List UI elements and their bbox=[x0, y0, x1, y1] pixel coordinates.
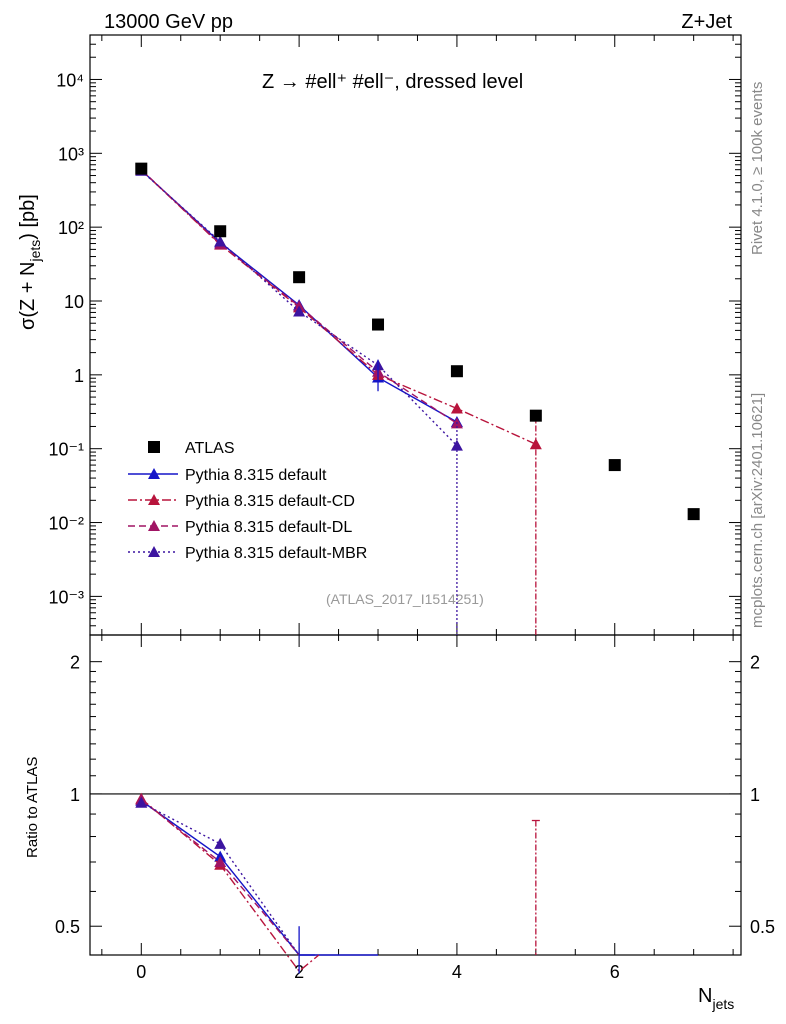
atlas-marker bbox=[214, 225, 227, 238]
atlas-marker bbox=[135, 162, 148, 175]
mc-line bbox=[140, 169, 458, 423]
legend-marker bbox=[148, 468, 160, 479]
ratio-tick-label-right: 0.5 bbox=[750, 917, 775, 937]
mc-line bbox=[140, 169, 537, 445]
analysis-tag: (ATLAS_2017_I1514251) bbox=[326, 591, 484, 607]
main-y-tick-labels: 10⁻³ 10⁻² 10⁻¹ 1 10 10² 10³ 10⁴ bbox=[48, 70, 84, 607]
legend-label: Pythia 8.315 default-CD bbox=[185, 493, 355, 510]
atlas-marker bbox=[372, 318, 385, 331]
rivet-version-label: Rivet 4.1.0, ≥ 100k events bbox=[749, 82, 766, 255]
ratio-line bbox=[140, 802, 300, 956]
legend-marker bbox=[148, 494, 160, 505]
x-tick-label: 4 bbox=[452, 962, 462, 982]
mc-marker bbox=[450, 439, 463, 451]
ratio-tick-label-right: 2 bbox=[750, 653, 760, 673]
x-label-main: N bbox=[698, 985, 712, 1007]
legend-label: Pythia 8.315 default bbox=[185, 467, 327, 484]
atlas-marker bbox=[687, 508, 700, 521]
mc-marker bbox=[214, 235, 227, 247]
ratio-tick-label-left: 2 bbox=[70, 653, 80, 673]
plot-title: Z → #ell⁺ #ell⁻, dressed level bbox=[262, 71, 523, 93]
ratio-marker bbox=[214, 856, 227, 868]
x-ticks bbox=[101, 35, 734, 955]
y-tick-label: 10² bbox=[58, 218, 84, 238]
mc-line bbox=[140, 169, 458, 424]
y-tick-label: 10³ bbox=[58, 144, 84, 164]
y-label-sub: jets bbox=[27, 240, 43, 263]
atlas-marker bbox=[293, 271, 306, 284]
mc-marker bbox=[529, 438, 542, 450]
ratio-y-axis-label: Ratio to ATLAS bbox=[24, 757, 41, 858]
ratio-tick-label-left: 0.5 bbox=[55, 917, 80, 937]
legend-label: Pythia 8.315 default-DL bbox=[185, 519, 352, 536]
x-axis-label: Njets bbox=[698, 985, 734, 1012]
main-y-ticks bbox=[90, 34, 741, 636]
y-label-main: σ(Z + N bbox=[17, 262, 39, 330]
mc-marker bbox=[293, 305, 306, 317]
legend-marker bbox=[148, 441, 160, 453]
ratio-tick-label-right: 1 bbox=[750, 785, 760, 805]
x-tick-label: 6 bbox=[610, 962, 620, 982]
x-tick-label: 0 bbox=[136, 962, 146, 982]
ratio-line bbox=[140, 800, 379, 956]
legend-marker bbox=[148, 520, 160, 531]
ratio-marker bbox=[135, 796, 148, 808]
mcplots-label: mcplots.cern.ch [arXiv:2401.10621] bbox=[749, 393, 766, 628]
atlas-marker bbox=[529, 409, 542, 422]
y-tick-label: 10⁴ bbox=[56, 70, 84, 90]
y-tick-label: 10 bbox=[64, 292, 84, 312]
ratio-tick-label-left: 1 bbox=[70, 785, 80, 805]
x-tick-labels: 0 2 4 6 bbox=[136, 962, 619, 982]
ratio-plot-frame bbox=[89, 634, 742, 956]
legend-label: Pythia 8.315 default-MBR bbox=[185, 545, 367, 562]
y-tick-label: 10⁻² bbox=[48, 514, 84, 534]
y-tick-label: 10⁻¹ bbox=[48, 440, 84, 460]
x-label-sub: jets bbox=[711, 996, 734, 1012]
mc-marker bbox=[450, 402, 463, 414]
ratio-line bbox=[140, 799, 300, 956]
legend-marker bbox=[148, 546, 160, 557]
svg-text:σ(Z + Njets) [pb]: σ(Z + Njets) [pb] bbox=[17, 194, 43, 330]
legend: ATLAS Pythia 8.315 default Pythia 8.315 … bbox=[128, 440, 367, 562]
y-tick-label: 10⁻³ bbox=[48, 587, 84, 607]
y-tick-label: 1 bbox=[74, 366, 84, 386]
legend-label: ATLAS bbox=[185, 440, 235, 457]
main-y-axis-label: σ(Z + Njets) [pb] bbox=[17, 194, 43, 330]
main-plot-data bbox=[135, 162, 700, 635]
process-label: Z+Jet bbox=[681, 11, 732, 33]
atlas-marker bbox=[450, 365, 463, 378]
atlas-marker bbox=[608, 459, 621, 472]
y-label-tail: ) [pb] bbox=[17, 194, 39, 240]
ratio-marker bbox=[214, 837, 227, 849]
energy-label: 13000 GeV pp bbox=[104, 11, 233, 33]
ratio-plot-data bbox=[90, 792, 741, 974]
ratio-y-tick-labels: 0.5 1 2 0.5 1 2 bbox=[55, 653, 775, 938]
